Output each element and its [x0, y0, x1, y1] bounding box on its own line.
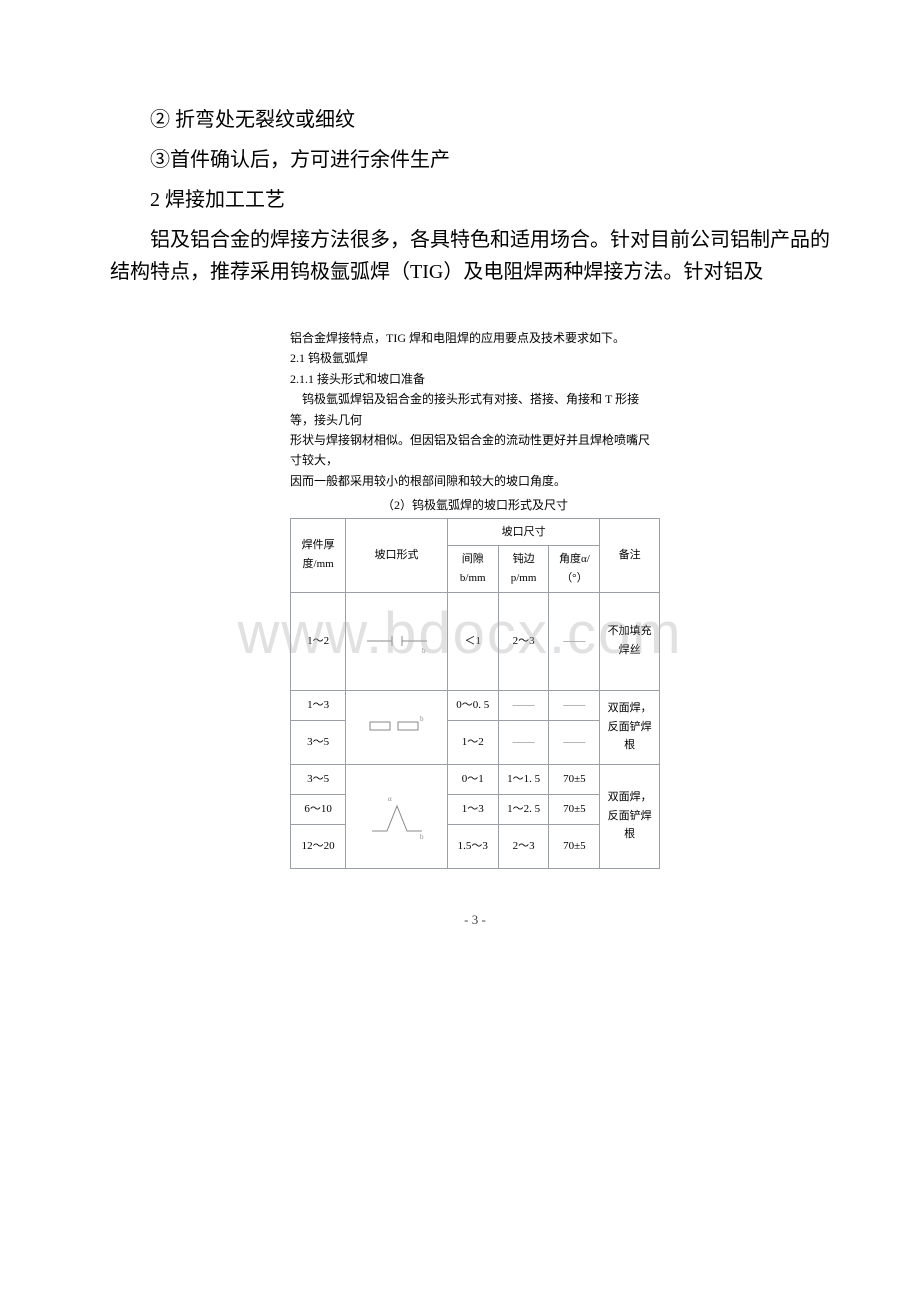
- cell-edge: 1～2. 5: [498, 794, 549, 824]
- cell-gap: 0～0. 5: [447, 690, 498, 720]
- cell-thickness: 3～5: [291, 720, 346, 764]
- page-number: - 3 -: [290, 909, 660, 931]
- cell-gap: 0～1: [447, 764, 498, 794]
- cell-angle: ——: [549, 592, 600, 690]
- cell-edge: 2～3: [498, 824, 549, 868]
- groove-sketch-icon: αb: [362, 791, 432, 841]
- cell-edge: 2～3: [498, 592, 549, 690]
- heading-welding-process: 2 焊接加工工艺: [150, 180, 840, 220]
- cell-thickness: 3～5: [291, 764, 346, 794]
- paragraph-bend: ② 折弯处无裂纹或细纹: [150, 100, 840, 140]
- cell-thickness: 1～3: [291, 690, 346, 720]
- cell-gap: ＜1: [447, 592, 498, 690]
- table-caption: （2）钨极氩弧焊的坡口形式及尺寸: [290, 495, 660, 515]
- table-row: 3～5 αb 0～1 1～1. 5 70±5 双面焊，反面铲焊根: [291, 764, 660, 794]
- svg-text:b: b: [422, 647, 426, 655]
- cell-shape-sketch: b: [346, 592, 448, 690]
- embedded-line-3: 形状与焊接钢材相似。但因铝及铝合金的流动性更好并且焊枪喷嘴尺寸较大，: [290, 430, 660, 471]
- embedded-page-block: 铝合金焊接特点，TIG 焊和电阻焊的应用要点及技术要求如下。 2.1 钨极氩弧焊…: [290, 328, 660, 931]
- th-edge: 钝边p/mm: [498, 546, 549, 592]
- embedded-heading-2-1: 2.1 钨极氩弧焊: [290, 348, 660, 368]
- cell-shape-sketch: αb: [346, 764, 448, 868]
- cell-gap: 1～3: [447, 794, 498, 824]
- cell-angle: 70±5: [549, 824, 600, 868]
- cell-angle: 70±5: [549, 794, 600, 824]
- cell-gap: 1.5～3: [447, 824, 498, 868]
- embedded-line-1: 铝合金焊接特点，TIG 焊和电阻焊的应用要点及技术要求如下。: [290, 328, 660, 348]
- embedded-line-4: 因而一般都采用较小的根部间隙和较大的坡口角度。: [290, 471, 660, 491]
- svg-text:α: α: [388, 795, 392, 803]
- cell-thickness: 1～2: [291, 592, 346, 690]
- th-note: 备注: [600, 518, 660, 592]
- cell-note: 双面焊，反面铲焊根: [600, 690, 660, 764]
- cell-note: 不加填充焊丝: [600, 592, 660, 690]
- groove-table: 焊件厚度/mm 坡口形式 坡口尺寸 备注 间隙b/mm 钝边p/mm 角度α/（…: [290, 518, 660, 869]
- th-thickness: 焊件厚度/mm: [291, 518, 346, 592]
- cell-edge: ——: [498, 720, 549, 764]
- cell-angle: ——: [549, 690, 600, 720]
- cell-angle: ——: [549, 720, 600, 764]
- embedded-line-2: 钨极氩弧焊铝及铝合金的接头形式有对接、搭接、角接和 T 形接等，接头几何: [290, 389, 660, 430]
- groove-sketch-icon: b: [362, 712, 432, 742]
- svg-text:b: b: [420, 715, 424, 723]
- paragraph-welding-methods: 铝及铝合金的焊接方法很多，各具特色和适用场合。针对目前公司铝制产品的结构特点，推…: [110, 224, 840, 288]
- page-container: ② 折弯处无裂纹或细纹 ③首件确认后，方可进行余件生产 2 焊接加工工艺 铝及铝…: [0, 0, 920, 991]
- cell-shape-sketch: b: [346, 690, 448, 764]
- th-shape: 坡口形式: [346, 518, 448, 592]
- th-dims-group: 坡口尺寸: [447, 518, 599, 546]
- th-gap: 间隙b/mm: [447, 546, 498, 592]
- svg-text:b: b: [420, 833, 424, 841]
- table-row: 1～3 b 0～0. 5 —— —— 双面焊，反面铲焊根: [291, 690, 660, 720]
- cell-edge: 1～1. 5: [498, 764, 549, 794]
- cell-edge: ——: [498, 690, 549, 720]
- cell-gap: 1～2: [447, 720, 498, 764]
- cell-thickness: 12～20: [291, 824, 346, 868]
- cell-thickness: 6～10: [291, 794, 346, 824]
- table-head: 焊件厚度/mm 坡口形式 坡口尺寸 备注 间隙b/mm 钝边p/mm 角度α/（…: [291, 518, 660, 592]
- cell-angle: 70±5: [549, 764, 600, 794]
- cell-note: 双面焊，反面铲焊根: [600, 764, 660, 868]
- embedded-heading-2-1-1: 2.1.1 接头形式和坡口准备: [290, 369, 660, 389]
- groove-sketch-icon: b: [362, 626, 432, 656]
- th-angle: 角度α/（°）: [549, 546, 600, 592]
- table-row: 1～2 b ＜1 2～3 —— 不加填充焊丝: [291, 592, 660, 690]
- paragraph-first-piece: ③首件确认后，方可进行余件生产: [110, 140, 840, 180]
